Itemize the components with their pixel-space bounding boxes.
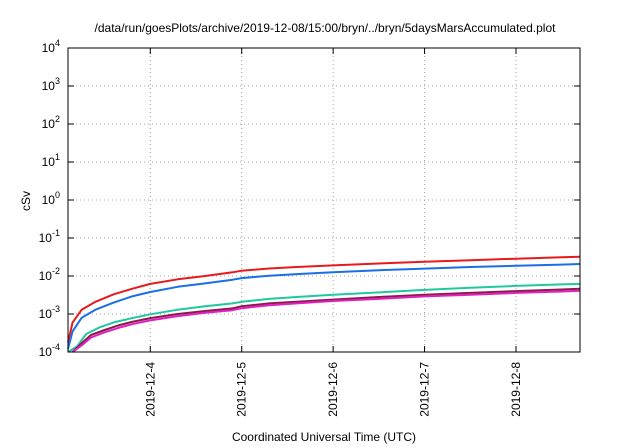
y-tick-labels: 10-4 10-3 10-2 10-1 100 101 102 103 104 — [39, 38, 60, 359]
x-tick-label: 2019-12-8 — [509, 362, 523, 417]
series-line-2 — [67, 263, 581, 350]
grid — [68, 48, 580, 352]
y-axis-label: cSv — [19, 191, 33, 211]
y-tick-label: 10-1 — [39, 228, 60, 245]
y-tick-label: 10-3 — [39, 304, 60, 321]
series-layer — [67, 255, 581, 353]
y-tick-label: 10-2 — [39, 266, 60, 283]
x-tick-labels: 2019-12-4 2019-12-5 2019-12-6 2019-12-7 2019… — [143, 362, 523, 417]
series-line-1 — [67, 255, 581, 343]
series-line-4 — [71, 287, 581, 353]
x-axis-label: Coordinated Universal Time (UTC) — [232, 430, 416, 444]
x-tick-label: 2019-12-4 — [143, 362, 157, 417]
x-tick-label: 2019-12-5 — [235, 362, 249, 417]
y-tick-label: 100 — [42, 190, 60, 207]
y-tick-label: 102 — [42, 114, 60, 131]
ticks — [68, 47, 580, 353]
series-line-5 — [72, 289, 581, 353]
y-tick-label: 10-4 — [39, 342, 60, 359]
x-tick-label: 2019-12-6 — [326, 362, 340, 417]
y-tick-label: 101 — [42, 152, 60, 169]
y-tick-label: 103 — [42, 76, 60, 93]
y-tick-label: 104 — [42, 38, 60, 55]
chart-title: /data/run/goesPlots/archive/2019-12-08/1… — [95, 21, 557, 35]
series-line-3 — [67, 282, 581, 353]
x-tick-label: 2019-12-7 — [418, 362, 432, 417]
